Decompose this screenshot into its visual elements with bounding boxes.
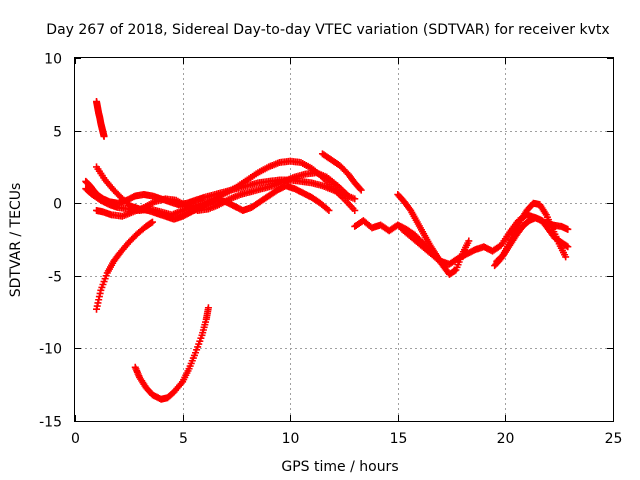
data-point <box>351 195 359 203</box>
x-tick-label: 25 <box>605 431 623 447</box>
data-point <box>562 253 570 261</box>
data-point <box>357 186 365 194</box>
x-tick-label: 20 <box>497 431 515 447</box>
data-point <box>465 237 473 245</box>
x-tick-label: 0 <box>71 431 80 447</box>
data-point <box>100 132 108 140</box>
y-tick-label: -15 <box>39 415 62 431</box>
x-tick-label: 5 <box>179 431 188 447</box>
data-point <box>351 206 359 214</box>
series-arc-3 <box>131 304 212 403</box>
data-point-interp <box>440 262 448 270</box>
y-axis-label: SDTVAR / TECUs <box>8 183 24 298</box>
data-point <box>564 225 572 233</box>
data-point <box>564 243 572 251</box>
y-tick-label: 10 <box>44 52 62 68</box>
series-arc-1 <box>93 98 108 140</box>
data-point <box>204 304 212 312</box>
series-arc-7 <box>93 163 333 223</box>
data-point <box>344 192 352 200</box>
data-point <box>441 263 449 271</box>
y-tick-label: 0 <box>53 197 62 213</box>
x-axis-label: GPS time / hours <box>281 459 398 475</box>
data-point-interp <box>324 205 332 213</box>
data-point <box>325 206 333 214</box>
series-arc-8 <box>318 150 365 194</box>
x-tick-label: 10 <box>282 431 300 447</box>
data-point-interp <box>356 185 364 193</box>
x-tick-label: 15 <box>390 431 408 447</box>
y-tick-label: 5 <box>53 125 62 141</box>
series-arc-2 <box>93 218 156 313</box>
data-series <box>82 98 572 403</box>
series-arc-5 <box>82 157 359 219</box>
grid <box>75 58 613 421</box>
axis-ticks: 0 5 10 15 20 25 -15 -10 -5 0 5 10 <box>39 52 622 448</box>
plot-frame <box>74 57 614 422</box>
data-point <box>148 218 156 226</box>
y-tick-label: -10 <box>39 342 62 358</box>
series-arc-11 <box>398 225 449 271</box>
chart-title: Day 267 of 2018, Sidereal Day-to-day VTE… <box>46 22 609 38</box>
series-arc-13 <box>493 214 572 265</box>
y-tick-label: -5 <box>48 270 62 286</box>
